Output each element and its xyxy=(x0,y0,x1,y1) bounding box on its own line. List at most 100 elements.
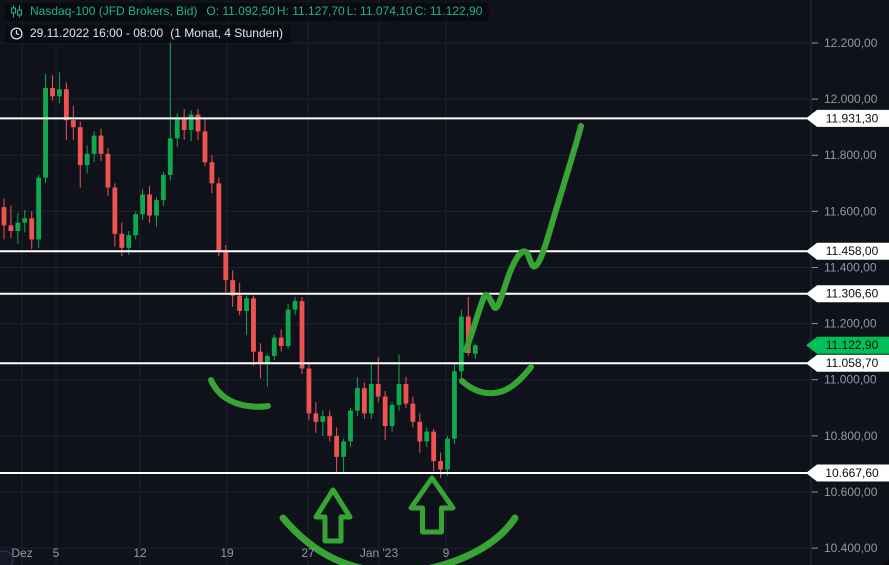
candle-body xyxy=(91,135,97,154)
candle-body xyxy=(29,218,35,240)
candle xyxy=(133,211,139,240)
candle-body xyxy=(361,388,367,414)
price-tag-value: 11.306,60 xyxy=(826,287,879,301)
candle-body xyxy=(98,135,104,154)
candle-body xyxy=(22,218,28,223)
x-axis-label: 12 xyxy=(133,546,147,560)
y-axis-label: 11.000,00 xyxy=(824,373,877,387)
candle xyxy=(472,343,478,359)
grid xyxy=(0,0,811,565)
candle-body xyxy=(306,368,312,414)
candle xyxy=(202,118,208,167)
candle xyxy=(292,296,298,316)
candle xyxy=(29,211,35,250)
x-axis-label: 5 xyxy=(53,546,60,560)
y-axis[interactable]: 12.200,00 12.000,00 11.800,00 11.600,00 11.4… xyxy=(806,0,889,565)
candle-body xyxy=(216,183,222,253)
candle-body xyxy=(15,222,21,232)
candle xyxy=(278,329,284,352)
up-arrow-2[interactable] xyxy=(408,475,456,535)
candle-body xyxy=(223,252,229,281)
y-axis-label: 10.800,00 xyxy=(824,429,878,443)
candle xyxy=(230,270,236,307)
candle xyxy=(237,282,243,316)
candle-body xyxy=(43,87,48,178)
candle-body xyxy=(126,235,132,248)
candle-body xyxy=(348,410,353,442)
candlestick-chart-icon xyxy=(10,5,23,18)
candle-body xyxy=(63,89,69,121)
price-tag-value: 11.931,30 xyxy=(826,111,879,125)
y-axis-label: 12.000,00 xyxy=(824,92,878,106)
price-tag-value: 11.458,00 xyxy=(826,244,879,258)
candle-body xyxy=(160,174,166,201)
candle-body xyxy=(271,337,277,356)
candle xyxy=(306,362,312,421)
trend-curve[interactable] xyxy=(463,123,584,353)
price-level-tag: 11.458,00 xyxy=(806,242,889,260)
candle-body xyxy=(452,371,457,439)
candle-body xyxy=(458,316,464,372)
y-axis-label: 12.200,00 xyxy=(824,36,878,50)
candle xyxy=(299,296,305,375)
logo-button[interactable] xyxy=(0,550,14,565)
candle-body xyxy=(195,114,201,132)
price-tag-value: 11.122,90 xyxy=(826,338,879,352)
candle xyxy=(1,198,7,240)
candle-body xyxy=(445,438,450,470)
candle xyxy=(458,309,464,380)
price-tag-shape xyxy=(806,336,889,354)
candle xyxy=(258,343,263,379)
chart-legend: Nasdaq-100 (JFD Brokers, Bid) O: 11.092,… xyxy=(5,3,490,47)
candle xyxy=(244,295,249,335)
clock-icon xyxy=(10,27,23,40)
candle xyxy=(195,108,201,140)
candle xyxy=(320,410,326,436)
candle xyxy=(77,121,83,188)
candle xyxy=(389,402,395,432)
smile-arc-left[interactable] xyxy=(208,377,271,410)
candle-body xyxy=(264,355,270,363)
candle xyxy=(91,131,97,163)
symbol-legend-row[interactable]: Nasdaq-100 (JFD Brokers, Bid) O: 11.092,… xyxy=(5,3,490,23)
candle-body xyxy=(154,200,159,216)
x-axis-label: Dez xyxy=(11,546,32,560)
candle xyxy=(22,209,28,233)
up-arrow-1[interactable] xyxy=(313,487,353,544)
candle-body xyxy=(285,309,291,347)
candle xyxy=(271,334,277,361)
candle xyxy=(181,108,187,140)
candle xyxy=(63,82,69,140)
candle xyxy=(57,72,62,104)
candle xyxy=(154,197,159,227)
ohlc-item-c: C: 11.122,90 xyxy=(414,4,483,18)
x-axis[interactable]: Dez 5 12 19 27 Jan '23 9 xyxy=(11,546,449,560)
ohlc-item-l: L: 11.074,10 xyxy=(346,4,413,18)
candle xyxy=(50,75,55,101)
candle-body xyxy=(112,187,118,234)
candle xyxy=(341,438,346,473)
candle-body xyxy=(202,131,208,163)
candle xyxy=(8,205,14,239)
candles xyxy=(1,38,478,478)
ohlc-item-o: O: 11.092,50 xyxy=(206,4,275,18)
candle xyxy=(403,376,409,408)
candle xyxy=(410,396,416,428)
smile-arc-right[interactable] xyxy=(459,364,534,397)
candle xyxy=(452,364,457,445)
candle xyxy=(264,354,270,387)
candle xyxy=(112,183,118,247)
candle-body xyxy=(105,153,111,188)
candle xyxy=(355,376,360,417)
current-price-tag: 11.122,90 xyxy=(806,336,889,354)
candle-body xyxy=(368,383,374,414)
price-tag-shape xyxy=(806,285,889,303)
candle xyxy=(15,212,21,244)
candle xyxy=(167,38,173,181)
smile-arc-bottom[interactable] xyxy=(279,514,519,565)
candle-body xyxy=(382,396,388,427)
candle-body xyxy=(167,138,173,175)
candle xyxy=(445,435,450,476)
